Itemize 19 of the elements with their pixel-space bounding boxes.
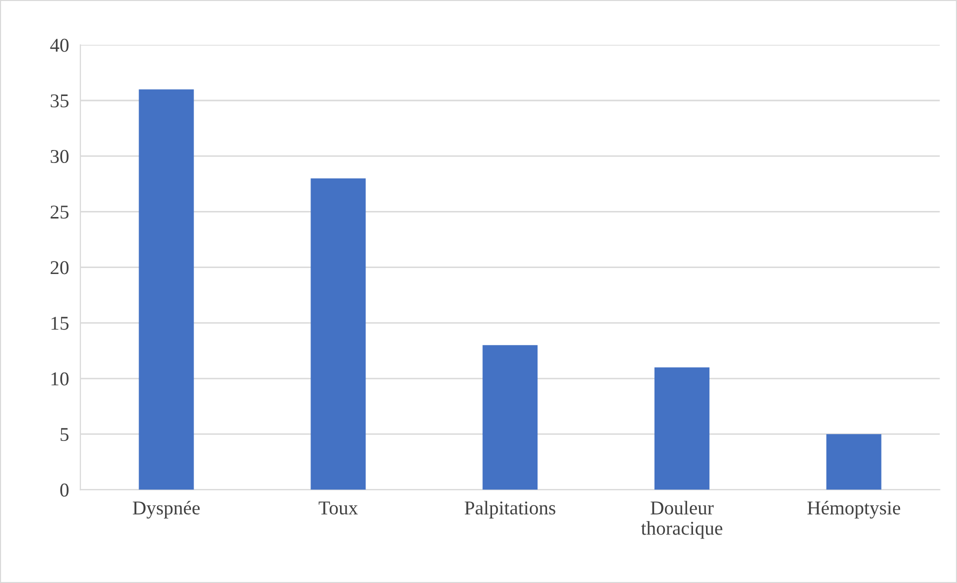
bar xyxy=(482,345,538,490)
y-tick-label: 0 xyxy=(60,484,69,497)
bar xyxy=(826,434,882,490)
x-tick-label: Douleur thoracique xyxy=(641,500,722,539)
bar xyxy=(310,178,366,490)
bar xyxy=(654,367,710,490)
y-tick-label: 25 xyxy=(50,206,69,219)
x-tick-label: Hémoptysie xyxy=(807,500,900,519)
y-tick-label: 10 xyxy=(52,372,69,386)
x-tick-label: Dyspnée xyxy=(132,500,200,519)
y-tick-label: 5 xyxy=(60,428,69,442)
bar xyxy=(138,89,194,490)
x-tick-label: Palpitations xyxy=(464,500,556,518)
y-tick-label: 40 xyxy=(50,38,69,52)
y-tick-label: 15 xyxy=(52,316,69,330)
y-tick-label: 30 xyxy=(50,150,69,164)
x-tick-label: Toux xyxy=(318,502,358,515)
y-tick-label: 35 xyxy=(50,94,69,108)
y-tick-label: 20 xyxy=(50,261,69,274)
